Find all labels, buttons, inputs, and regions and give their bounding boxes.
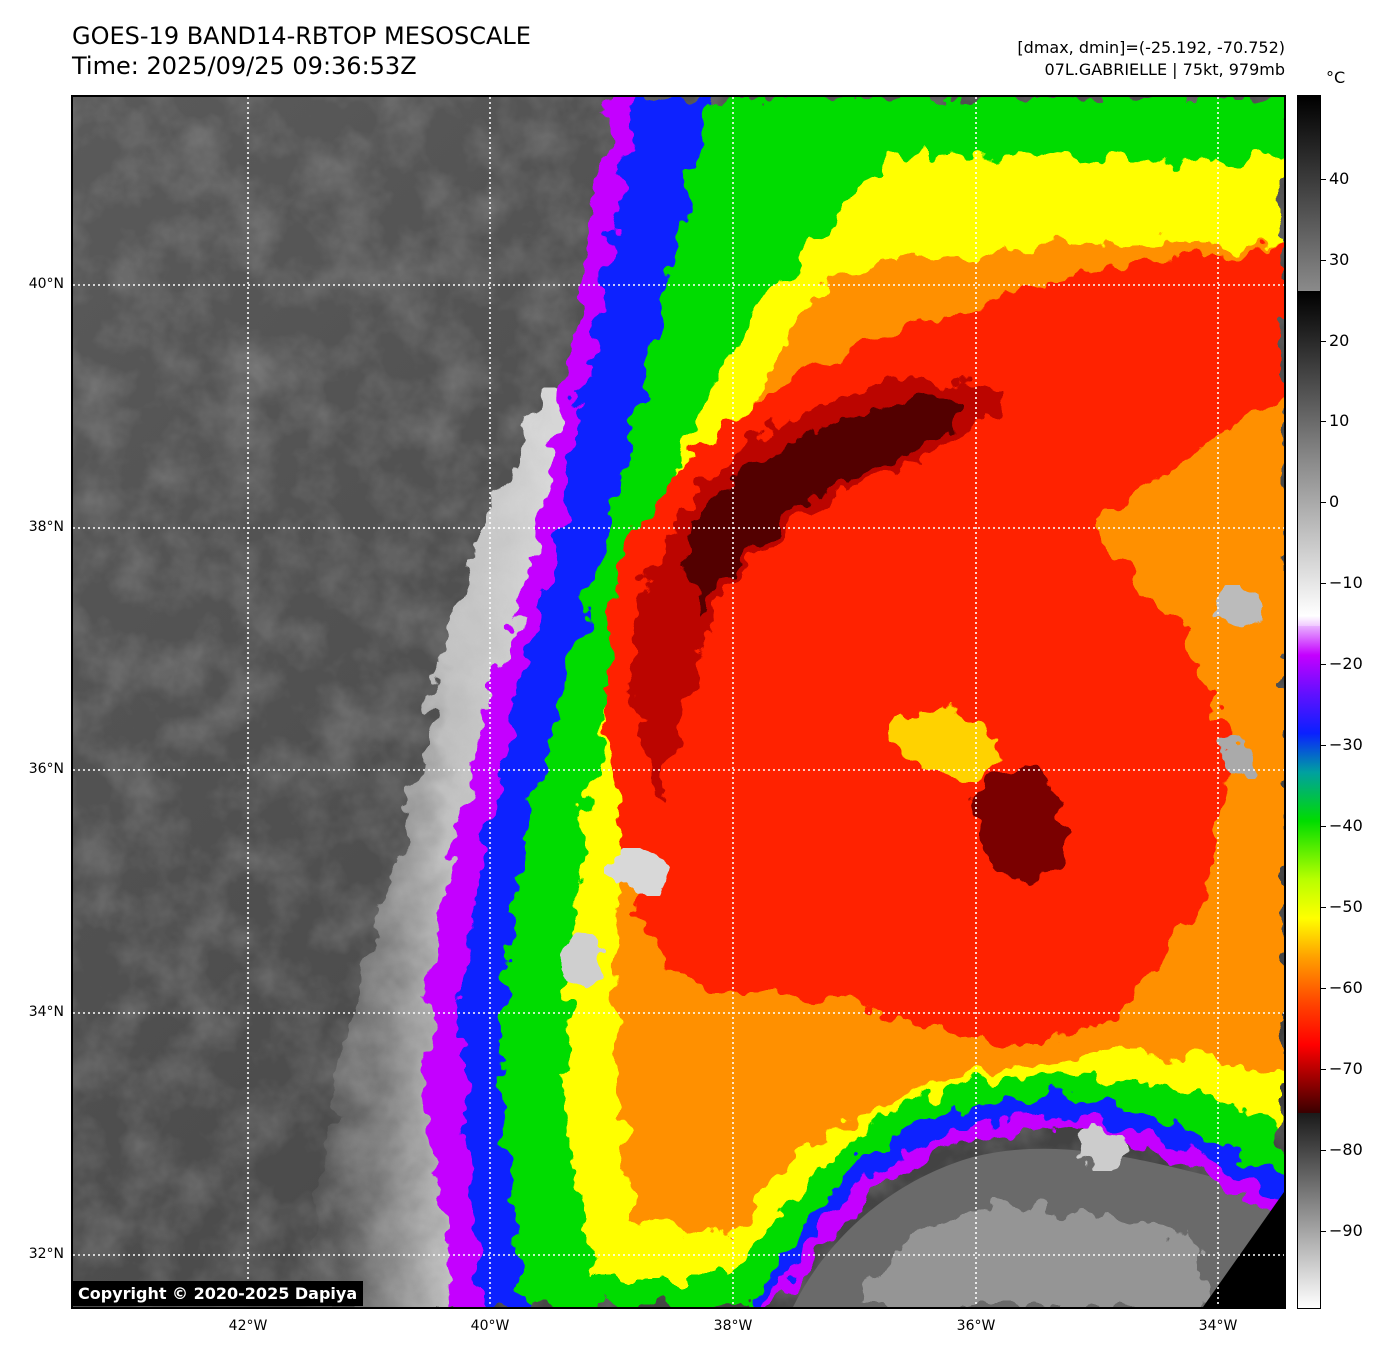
colorbar-label: −80 bbox=[1329, 1140, 1363, 1159]
colorbar-tick bbox=[1321, 179, 1326, 180]
colorbar-tick bbox=[1321, 1150, 1326, 1151]
lon-label: 38°W bbox=[713, 1318, 753, 1334]
storm-eye-ring bbox=[891, 706, 995, 780]
colorbar-tick bbox=[1321, 260, 1326, 261]
colorbar-tick bbox=[1321, 907, 1326, 908]
lat-label: 32°N bbox=[28, 1246, 64, 1262]
satellite-imagery bbox=[73, 97, 1284, 1307]
colorbar-label: 40 bbox=[1329, 169, 1350, 188]
storm-coldest-tops bbox=[687, 393, 961, 617]
colorbar-unit: °C bbox=[1326, 68, 1346, 87]
lower-right-clouds-bright bbox=[853, 1207, 1213, 1307]
lon-label: 40°W bbox=[470, 1318, 510, 1334]
lat-label: 36°N bbox=[28, 761, 64, 777]
cloud-patch bbox=[1216, 589, 1260, 625]
colorbar-tick bbox=[1321, 745, 1326, 746]
colorbar-label: −50 bbox=[1329, 897, 1363, 916]
colorbar-label: 30 bbox=[1329, 250, 1350, 269]
cloud-patch bbox=[1218, 739, 1258, 775]
storm-info: 07L.GABRIELLE | 75kt, 979mb bbox=[1044, 60, 1285, 79]
colorbar-gradient bbox=[1298, 96, 1320, 1308]
colorbar-tick bbox=[1321, 988, 1326, 989]
colorbar-label: 10 bbox=[1329, 411, 1350, 430]
colorbar-label: −40 bbox=[1329, 816, 1363, 835]
colorbar-tick bbox=[1321, 583, 1326, 584]
colorbar-label: −70 bbox=[1329, 1059, 1363, 1078]
storm-cold-core bbox=[977, 767, 1066, 877]
cloud-patch bbox=[1079, 1127, 1127, 1167]
lon-label: 42°W bbox=[228, 1318, 268, 1334]
lat-label: 40°N bbox=[28, 276, 64, 292]
colorbar-tick bbox=[1321, 826, 1326, 827]
colorbar-tick bbox=[1321, 341, 1326, 342]
cloud-patch bbox=[561, 934, 605, 990]
colorbar-tick bbox=[1321, 1069, 1326, 1070]
satellite-map[interactable] bbox=[71, 95, 1286, 1309]
colorbar-label: −60 bbox=[1329, 978, 1363, 997]
colorbar-tick bbox=[1321, 421, 1326, 422]
colorbar-label: 0 bbox=[1329, 492, 1340, 511]
colorbar-tick bbox=[1321, 1231, 1326, 1232]
copyright-notice: Copyright © 2020-2025 Dapiya bbox=[73, 1281, 364, 1306]
lon-label: 34°W bbox=[1198, 1318, 1238, 1334]
colorbar-label: −10 bbox=[1329, 573, 1363, 592]
colorbar-label: −90 bbox=[1329, 1221, 1363, 1240]
colorbar-label: −20 bbox=[1329, 654, 1363, 673]
colorbar-tick bbox=[1321, 502, 1326, 503]
colorbar-label: 20 bbox=[1329, 331, 1350, 350]
image-title: GOES-19 BAND14-RBTOP MESOSCALE bbox=[72, 22, 531, 50]
colorbar-label: −30 bbox=[1329, 735, 1363, 754]
colorbar-tick bbox=[1321, 664, 1326, 665]
storm-deep-red-arc bbox=[633, 379, 1003, 797]
lon-label: 36°W bbox=[956, 1318, 996, 1334]
image-timestamp: Time: 2025/09/25 09:36:53Z bbox=[72, 52, 417, 80]
graticule bbox=[73, 97, 1284, 1307]
dmax-dmin-readout: [dmax, dmin]=(-25.192, -70.752) bbox=[1017, 38, 1285, 57]
no-data-corner bbox=[1203, 1192, 1284, 1307]
cloud-patch bbox=[610, 852, 666, 892]
colorbar bbox=[1297, 95, 1321, 1309]
lat-label: 38°N bbox=[28, 519, 64, 535]
lat-label: 34°N bbox=[28, 1004, 64, 1020]
